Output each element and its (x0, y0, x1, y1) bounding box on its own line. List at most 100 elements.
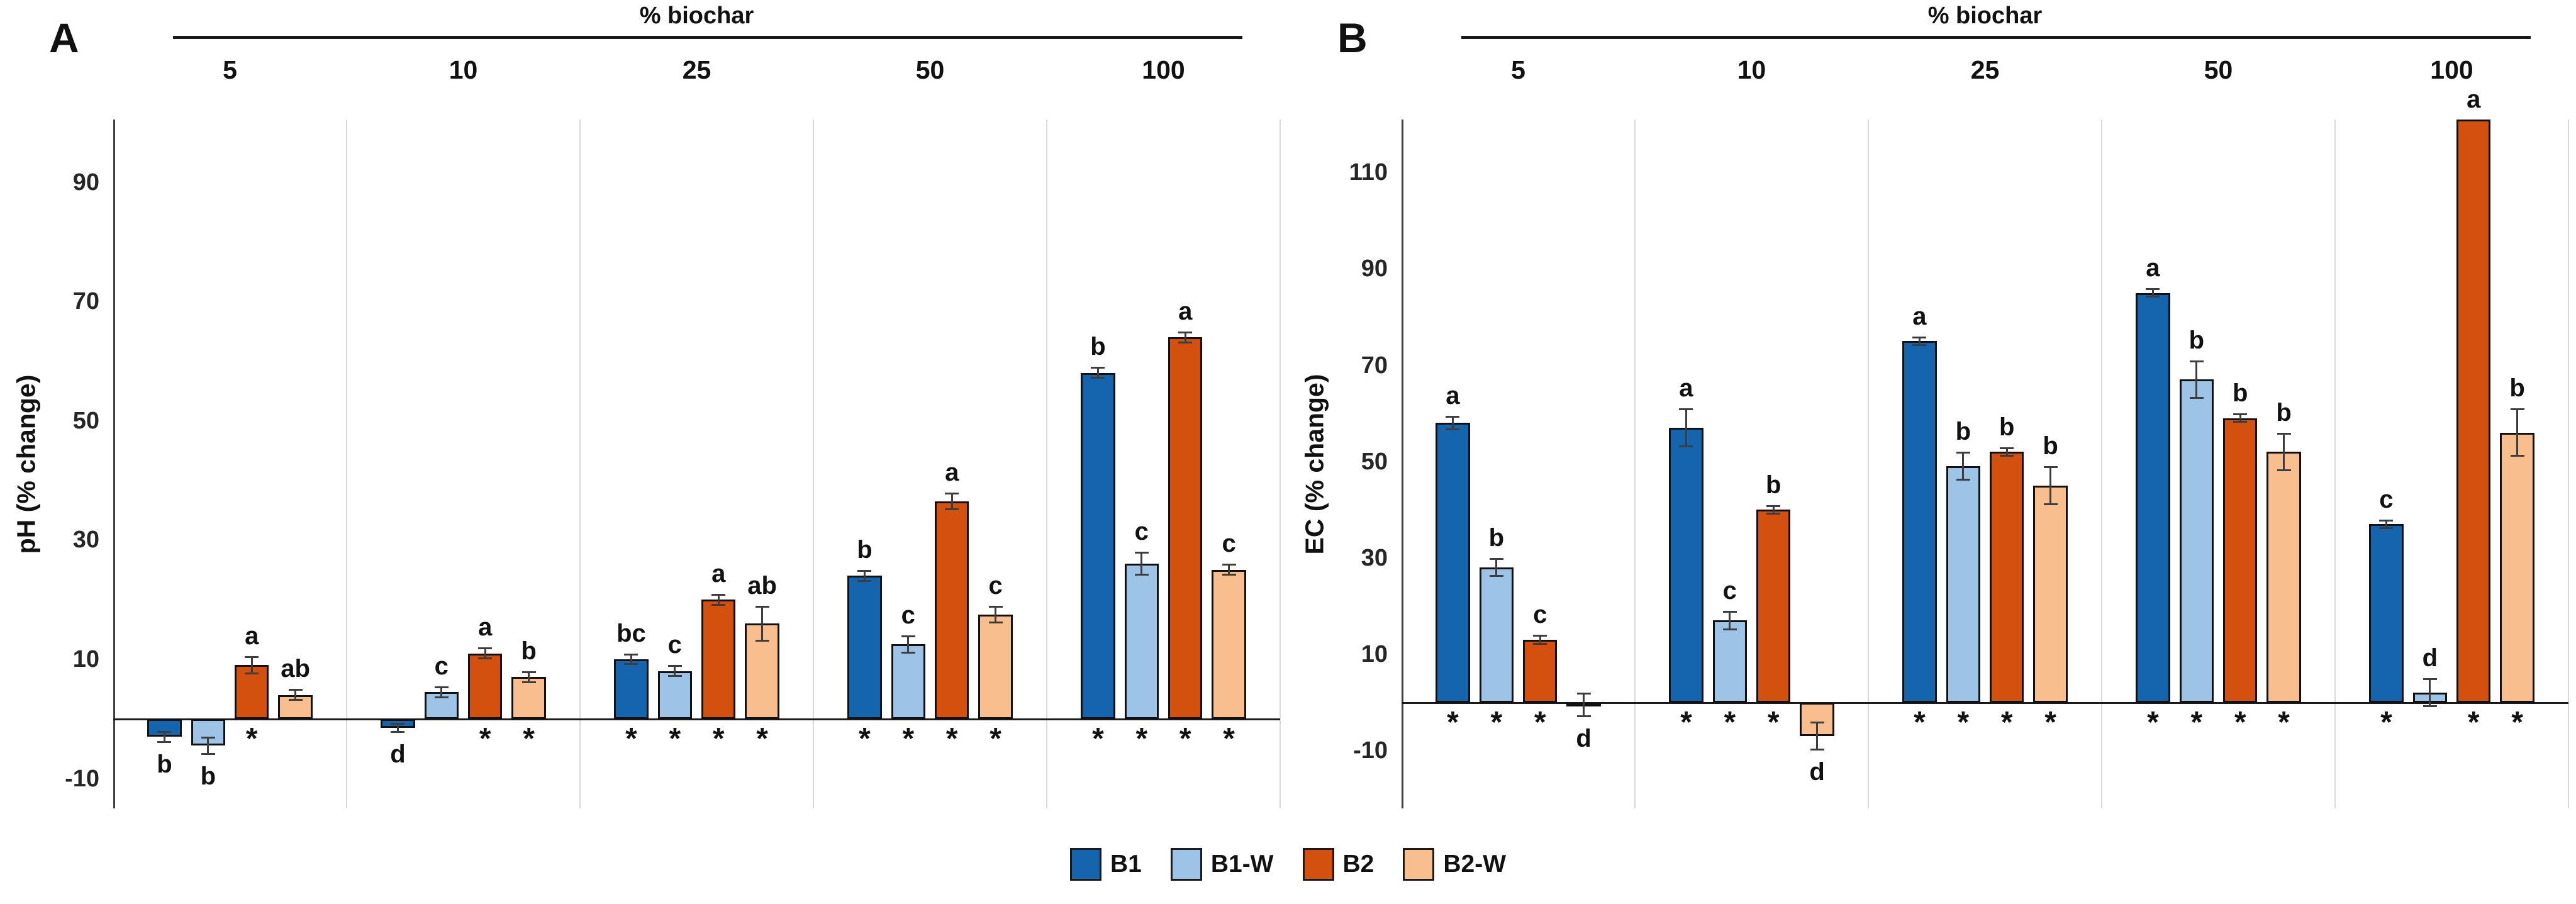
significance-asterisk: * (2278, 705, 2290, 739)
gridline (2568, 120, 2569, 808)
error-bar (396, 723, 399, 733)
error-bar-cap (624, 663, 638, 666)
category-label: 25 (1970, 55, 2000, 84)
letter-label: c (2379, 485, 2394, 513)
error-bar (2429, 678, 2431, 708)
panel-letter: B (1337, 14, 1368, 61)
error-bar-cap (1956, 479, 1970, 481)
gridline (1868, 120, 1869, 808)
error-bar-cap (1679, 408, 1693, 411)
error-bar (1962, 452, 1965, 481)
error-bar (207, 737, 209, 755)
bar-b2 (1990, 452, 2024, 703)
error-bar-cap (1912, 343, 1927, 346)
error-bar-cap (2043, 466, 2058, 469)
error-bar (2239, 413, 2241, 423)
error-bar-cap (1446, 415, 1460, 418)
bar-b2-w (978, 614, 1013, 719)
error-bar-cap (1956, 452, 1970, 454)
significance-asterisk: * (2511, 705, 2523, 739)
letter-label: b (2276, 398, 2292, 427)
letter-label: b (2043, 432, 2058, 460)
error-bar-cap (2189, 360, 2204, 362)
significance-asterisk: * (756, 722, 768, 756)
letter-label: d (390, 740, 406, 768)
error-bar-cap (945, 492, 959, 494)
bar-b1 (1436, 423, 1470, 703)
letter-label: a (245, 622, 259, 650)
error-bar-cap (2277, 432, 2291, 435)
y-tick-label: 90 (72, 169, 99, 196)
error-bar-cap (2379, 527, 2394, 529)
bar-b2 (1756, 510, 1791, 703)
significance-asterisk: * (1490, 705, 1503, 739)
error-bar-cap (1533, 635, 1547, 637)
bar-b1 (1669, 428, 1703, 703)
error-bar-cap (711, 593, 726, 596)
letter-label: c (1533, 601, 1547, 629)
legend-label: B2 (1342, 851, 1374, 878)
y-tick-label: 50 (1361, 448, 1388, 475)
bar-b2 (1523, 639, 1558, 703)
zero-axis-line (1402, 701, 2568, 704)
letter-label: c (988, 571, 1003, 600)
error-bar (1918, 336, 1921, 346)
bar-b1 (1081, 372, 1115, 719)
category-label: 10 (1737, 55, 1766, 84)
error-bar-cap (2277, 469, 2291, 471)
legend-item-b2: B2 (1302, 848, 1374, 881)
error-bar-cap (988, 622, 1003, 624)
y-tick-label: 30 (1361, 544, 1388, 571)
error-bar-cap (2510, 408, 2524, 411)
error-bar (951, 492, 953, 510)
error-bar (1451, 415, 1454, 430)
error-bar-cap (1533, 642, 1547, 645)
error-bar (717, 593, 720, 606)
error-bar-cap (2189, 397, 2204, 399)
bar-b1 (847, 576, 882, 719)
error-bar (1140, 552, 1143, 576)
letter-label: c (901, 601, 915, 630)
significance-asterisk: * (712, 722, 725, 756)
bar-b2-w (2267, 452, 2301, 703)
bar-b1 (1902, 341, 1937, 703)
error-bar-cap (901, 651, 915, 654)
letter-label: bc (616, 619, 646, 647)
bar-b2-w (2500, 432, 2534, 703)
error-bar (1228, 564, 1230, 576)
error-bar-cap (157, 740, 172, 743)
significance-asterisk: * (2000, 705, 2013, 739)
bar-b2 (2223, 418, 2258, 703)
error-bar-cap (391, 730, 405, 733)
letter-label: c (667, 631, 682, 659)
letter-label: a (945, 458, 959, 486)
bar-b1 (2136, 293, 2170, 703)
bar-b1 (2369, 524, 2404, 703)
panel-a: A% biochar 5 10 25 50 100 pH (% change) 90 70 50 3… (12, 3, 1281, 808)
significance-asterisk: * (625, 722, 637, 756)
legend-item-b2-w: B2-W (1403, 848, 1506, 881)
letter-label: a (478, 613, 493, 642)
y-tick-label: 10 (1361, 640, 1388, 667)
letter-label: b (1090, 333, 1106, 361)
error-bar-cap (478, 647, 493, 650)
error-bar-cap (1489, 557, 1503, 560)
bar-b1-w (2179, 379, 2214, 703)
error-bar-cap (1091, 367, 1105, 369)
letter-label: b (1488, 523, 1505, 552)
error-bar-cap (857, 579, 872, 582)
error-bar-cap (521, 681, 536, 683)
bar-b1-w (657, 671, 692, 719)
gridline (2101, 120, 2102, 808)
biochar-axis-line (1461, 36, 2531, 39)
error-bar-cap (1912, 336, 1927, 338)
legend-swatch (1302, 848, 1334, 881)
significance-asterisk: * (1767, 705, 1780, 739)
significance-asterisk: * (1914, 705, 1926, 739)
y-axis-line (1402, 120, 1403, 808)
letter-label: b (1955, 418, 1971, 446)
error-bar (1184, 331, 1186, 343)
significance-asterisk: * (2044, 705, 2056, 739)
bar-b1-w (1124, 564, 1159, 719)
